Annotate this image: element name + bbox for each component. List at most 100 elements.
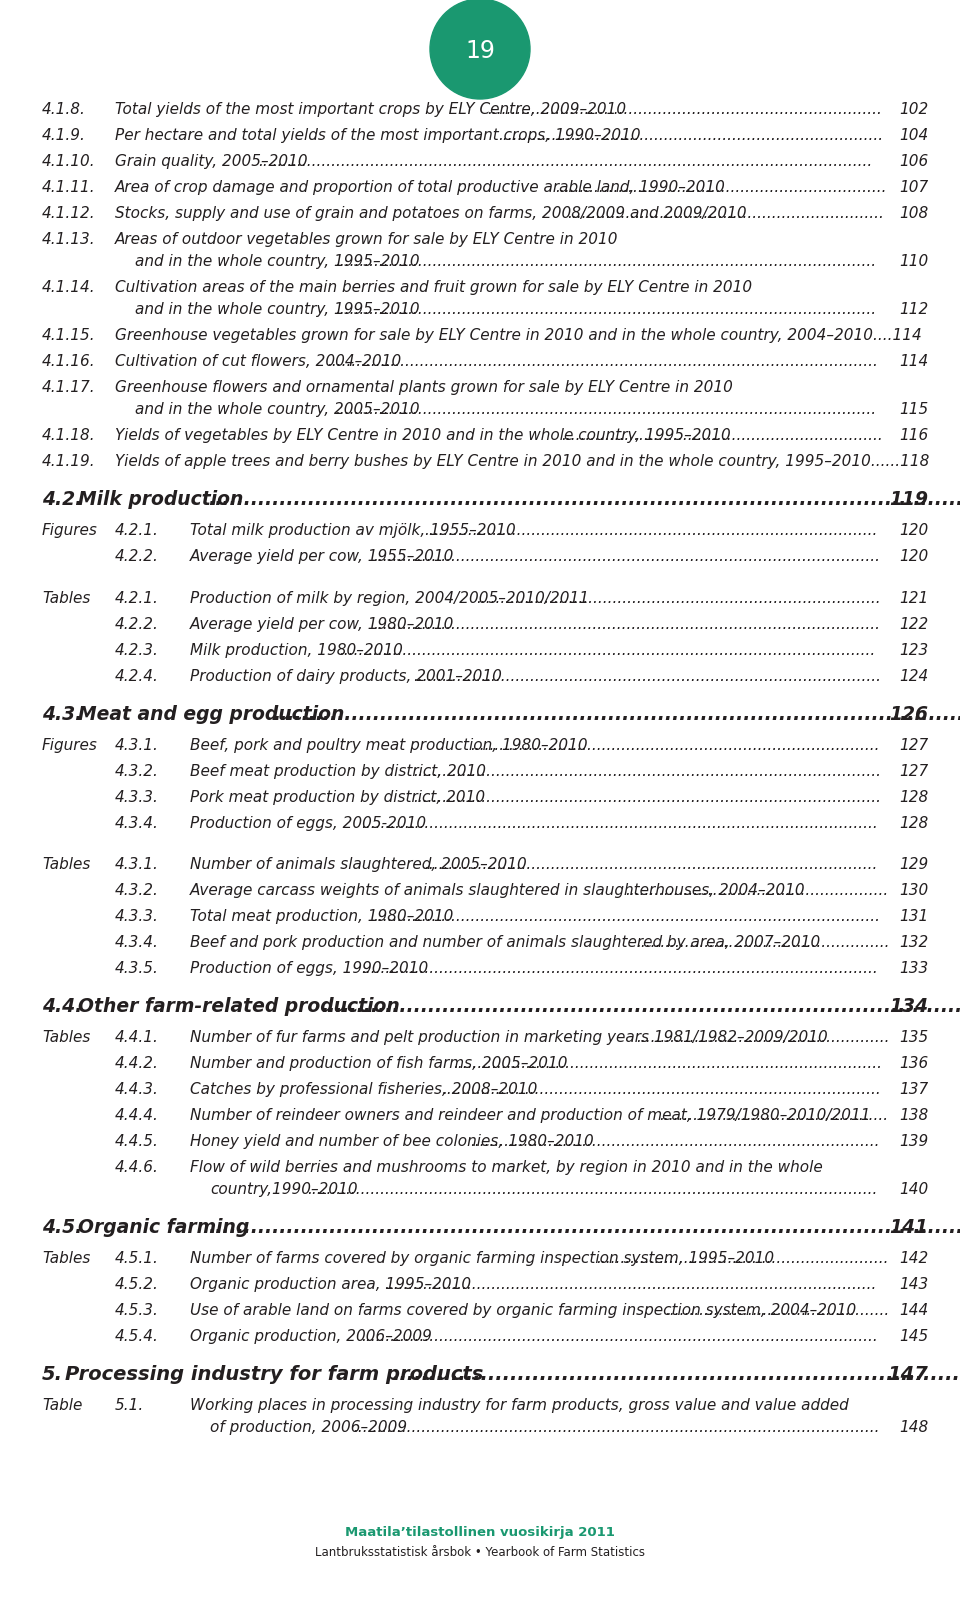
Text: 4.2.1.: 4.2.1. [115,523,158,537]
Text: Figures: Figures [42,738,98,752]
Text: 137: 137 [899,1083,928,1097]
Text: 130: 130 [899,884,928,898]
Text: Number of fur farms and pelt production in marketing years 1981/1982–2009/2010: Number of fur farms and pelt production … [190,1030,828,1046]
Text: 4.1.9.: 4.1.9. [42,128,85,143]
Text: Number of reindeer owners and reindeer and production of meat, 1979/1980–2010/20: Number of reindeer owners and reindeer a… [190,1108,871,1123]
Text: .................................................................: ........................................… [567,205,884,221]
Text: 127: 127 [899,738,928,752]
Text: 4.2.3.: 4.2.3. [115,643,158,658]
Text: ......................................................: ........................................… [625,884,888,898]
Text: Production of milk by region, 2004/2005–2010/2011: Production of milk by region, 2004/2005–… [190,590,594,606]
Text: ..................................................................: ........................................… [562,428,883,443]
Text: Stocks, supply and use of grain and potatoes on farms, 2008/2009 and 2009/2010: Stocks, supply and use of grain and pota… [115,205,752,221]
Text: 4.3.1.: 4.3.1. [115,738,158,752]
Text: 144: 144 [899,1302,928,1318]
Text: Working places in processing industry for farm products, gross value and value a: Working places in processing industry fo… [190,1399,849,1413]
Text: 131: 131 [899,909,928,924]
Text: Meat and egg production: Meat and egg production [79,704,351,723]
Text: Tables: Tables [42,590,90,606]
Text: ................................................................................: ........................................… [413,789,881,805]
Text: 128: 128 [899,789,928,805]
Text: ....................................................................: ........................................… [556,180,887,196]
Text: 4.5.4.: 4.5.4. [115,1330,158,1344]
Text: 4.1.17.: 4.1.17. [42,380,96,395]
Text: 4.1.12.: 4.1.12. [42,205,96,221]
Text: 143: 143 [899,1277,928,1293]
Text: 120: 120 [899,549,928,565]
Text: 148: 148 [899,1420,928,1436]
Text: Per hectare and total yields of the most important crops, 1990–2010: Per hectare and total yields of the most… [115,128,640,143]
Text: Tables: Tables [42,857,90,873]
Text: country,1990–2010: country,1990–2010 [210,1182,358,1197]
Text: 108: 108 [899,205,928,221]
Text: Cultivation areas of the main berries and fruit grown for sale by ELY Centre in : Cultivation areas of the main berries an… [115,281,752,295]
Text: ................................................................................: ........................................… [453,1055,882,1071]
Text: 102: 102 [899,103,928,117]
Text: Average carcass weights of animals slaughtered in slaughterhouses, 2004–2010: Average carcass weights of animals slaug… [190,884,805,898]
Text: ................................................................................: ........................................… [362,961,878,977]
Text: Greenhouse vegetables grown for sale by ELY Centre in 2010 and in the whole coun: Greenhouse vegetables grown for sale by … [115,327,922,343]
Text: ................................................................................: ........................................… [258,154,873,168]
Text: 139: 139 [899,1134,928,1148]
Text: 4.5.1.: 4.5.1. [115,1251,158,1266]
Text: ................................................................................: ........................................… [335,403,876,417]
Text: ................................................................................: ........................................… [335,302,876,318]
Text: ..............................................: ........................................… [664,1302,889,1318]
Text: 121: 121 [899,590,928,606]
Text: 4.1.13.: 4.1.13. [42,233,96,247]
Text: 19: 19 [465,38,495,63]
Text: ...............................................: ........................................… [660,1108,888,1123]
Text: ................................................................................: ........................................… [322,998,960,1017]
Text: ................................................................................: ........................................… [326,354,877,369]
Text: ................................................................................: ........................................… [470,738,879,752]
Text: and in the whole country, 1995–2010: and in the whole country, 1995–2010 [135,302,420,318]
Text: 4.4.5.: 4.4.5. [115,1134,158,1148]
Text: 4.1.15.: 4.1.15. [42,327,96,343]
Text: 4.5.: 4.5. [42,1217,83,1237]
Text: 4.3.: 4.3. [42,704,83,723]
Text: ................................................................................: ........................................… [208,489,960,508]
Text: 4.4.4.: 4.4.4. [115,1108,158,1123]
Text: Areas of outdoor vegetables grown for sale by ELY Centre in 2010: Areas of outdoor vegetables grown for sa… [115,233,618,247]
Text: Other farm-related production: Other farm-related production [79,998,407,1017]
Text: 135: 135 [899,1030,928,1046]
Text: ................................................................................: ........................................… [424,857,877,873]
Text: Organic farming: Organic farming [79,1217,256,1237]
Text: ....................................................: ........................................… [636,935,890,950]
Text: Table: Table [42,1399,83,1413]
Text: 126: 126 [889,704,928,723]
Text: Lantbruksstatistisk årsbok • Yearbook of Farm Statistics: Lantbruksstatistisk årsbok • Yearbook of… [315,1546,645,1559]
Text: 138: 138 [899,1108,928,1123]
Text: 114: 114 [899,354,928,369]
Text: Beef meat production by district, 2010: Beef meat production by district, 2010 [190,764,491,778]
Text: Greenhouse flowers and ornamental plants grown for sale by ELY Centre in 2010: Greenhouse flowers and ornamental plants… [115,380,732,395]
Text: 4.4.1.: 4.4.1. [115,1030,158,1046]
Text: Milk production: Milk production [79,489,251,508]
Text: ................................................................................: ........................................… [335,253,876,269]
Text: Tables: Tables [42,1030,90,1046]
Text: 120: 120 [899,523,928,537]
Text: 116: 116 [899,428,928,443]
Text: ............................................................: ........................................… [596,1251,889,1266]
Text: 123: 123 [899,643,928,658]
Text: 133: 133 [899,961,928,977]
Text: 4.2.2.: 4.2.2. [115,616,158,632]
Text: 4.3.5.: 4.3.5. [115,961,158,977]
Text: ................................................................................: ........................................… [273,704,960,723]
Text: Average yield per cow, 1955–2010: Average yield per cow, 1955–2010 [190,549,454,565]
Text: Area of crop damage and proportion of total productive arable land, 1990–2010: Area of crop damage and proportion of to… [115,180,726,196]
Text: Figures: Figures [42,523,98,537]
Text: Cultivation of cut flowers, 2004–2010: Cultivation of cut flowers, 2004–2010 [115,354,401,369]
Text: 104: 104 [899,128,928,143]
Text: Tables: Tables [42,1251,90,1266]
Text: ....................................................: ........................................… [636,1030,890,1046]
Text: Pork meat production by district, 2010: Pork meat production by district, 2010 [190,789,490,805]
Text: Honey yield and number of bee colonies, 1980–2010: Honey yield and number of bee colonies, … [190,1134,593,1148]
Circle shape [430,0,530,99]
Text: ................................................................................: ........................................… [384,1277,876,1293]
Text: ................................................................................: ........................................… [373,909,880,924]
Text: 5.1.: 5.1. [115,1399,144,1413]
Text: 4.1.19.: 4.1.19. [42,454,96,468]
Text: 107: 107 [899,180,928,196]
Text: 140: 140 [899,1182,928,1197]
